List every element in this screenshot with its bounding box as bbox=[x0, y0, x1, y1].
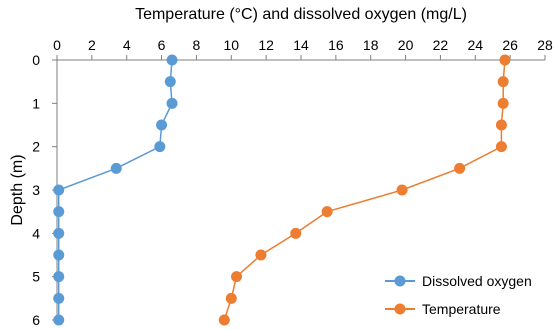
data-point-dissolved-oxygen bbox=[53, 227, 65, 239]
x-tick-label: 8 bbox=[193, 37, 201, 53]
data-point-temperature bbox=[495, 141, 507, 153]
legend-marker-temperature bbox=[394, 303, 406, 315]
x-tick-label: 0 bbox=[53, 37, 61, 53]
data-point-temperature bbox=[231, 271, 243, 283]
legend-label-dissolved-oxygen: Dissolved oxygen bbox=[422, 273, 532, 289]
data-point-dissolved-oxygen bbox=[166, 97, 178, 109]
data-point-dissolved-oxygen bbox=[53, 292, 65, 304]
legend-label-temperature: Temperature bbox=[422, 301, 501, 317]
series-layer bbox=[53, 54, 511, 326]
x-axis-title: Temperature (°C) and dissolved oxygen (m… bbox=[135, 6, 467, 23]
legend: Dissolved oxygen Temperature bbox=[385, 273, 532, 317]
data-point-temperature bbox=[495, 119, 507, 131]
data-point-temperature bbox=[321, 206, 333, 218]
x-tick-label: 6 bbox=[158, 37, 166, 53]
y-tick-label: 5 bbox=[32, 269, 40, 285]
x-tick-label: 20 bbox=[398, 37, 414, 53]
data-point-temperature bbox=[218, 314, 230, 326]
data-point-temperature bbox=[497, 97, 509, 109]
x-ticks: 0 2 4 6 8 10 12 14 16 18 20 22 24 26 28 bbox=[53, 37, 553, 60]
series-temperature bbox=[218, 54, 511, 326]
legend-marker-dissolved-oxygen bbox=[394, 275, 406, 287]
y-axis-title: Depth (m) bbox=[9, 154, 26, 225]
x-tick-label: 24 bbox=[467, 37, 483, 53]
y-tick-label: 3 bbox=[32, 182, 40, 198]
data-point-temperature bbox=[225, 292, 237, 304]
data-point-temperature bbox=[454, 162, 466, 174]
data-point-dissolved-oxygen bbox=[53, 206, 65, 218]
series-line-dissolved-oxygen bbox=[57, 59, 173, 320]
y-tick-label: 0 bbox=[32, 52, 40, 68]
y-tick-label: 6 bbox=[32, 312, 40, 328]
data-point-dissolved-oxygen bbox=[53, 271, 65, 283]
data-point-dissolved-oxygen bbox=[156, 119, 168, 131]
x-tick-label: 28 bbox=[537, 37, 553, 53]
x-tick-label: 16 bbox=[328, 37, 344, 53]
data-point-temperature bbox=[290, 227, 302, 239]
y-tick-label: 2 bbox=[32, 139, 40, 155]
data-point-dissolved-oxygen bbox=[110, 162, 122, 174]
x-tick-label: 14 bbox=[293, 37, 309, 53]
x-tick-label: 26 bbox=[502, 37, 518, 53]
x-tick-label: 18 bbox=[363, 37, 379, 53]
x-tick-label: 2 bbox=[88, 37, 96, 53]
y-tick-label: 1 bbox=[32, 95, 40, 111]
data-point-dissolved-oxygen bbox=[166, 54, 178, 66]
data-point-dissolved-oxygen bbox=[53, 184, 65, 196]
x-tick-label: 10 bbox=[223, 37, 239, 53]
x-tick-label: 22 bbox=[433, 37, 449, 53]
y-tick-label: 4 bbox=[32, 225, 40, 241]
data-point-temperature bbox=[255, 249, 267, 261]
x-tick-label: 4 bbox=[123, 37, 131, 53]
x-tick-label: 12 bbox=[258, 37, 274, 53]
data-point-temperature bbox=[396, 184, 408, 196]
data-point-temperature bbox=[499, 54, 511, 66]
data-point-dissolved-oxygen bbox=[53, 314, 65, 326]
data-point-dissolved-oxygen bbox=[154, 141, 166, 153]
series-dissolved-oxygen bbox=[53, 54, 178, 326]
data-point-dissolved-oxygen bbox=[164, 76, 176, 88]
data-point-temperature bbox=[497, 76, 509, 88]
data-point-dissolved-oxygen bbox=[53, 249, 65, 261]
